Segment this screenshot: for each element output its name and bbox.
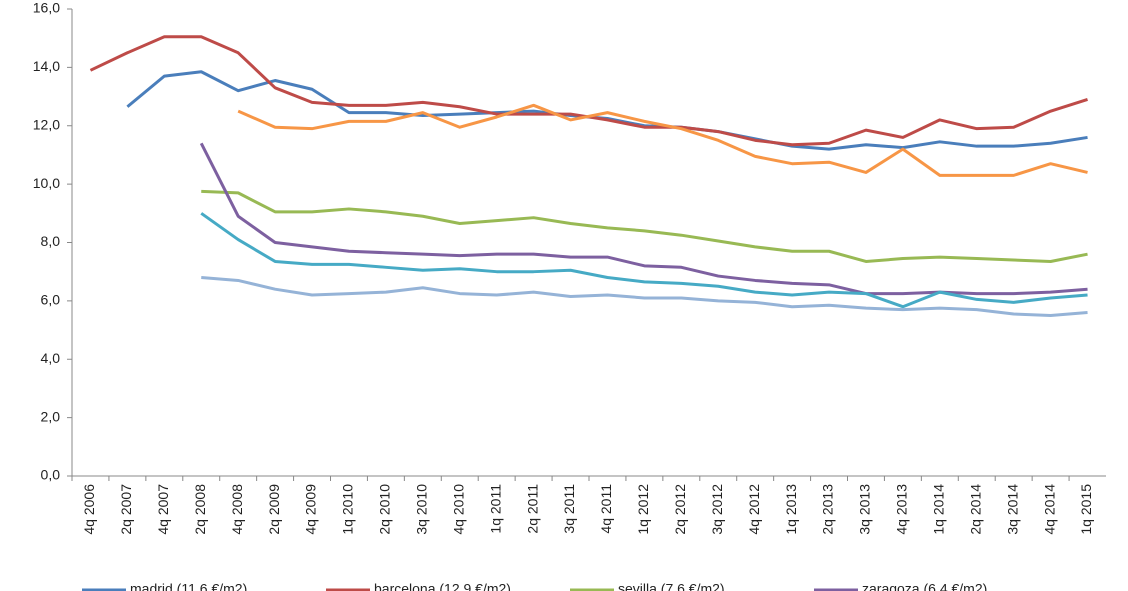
legend-label: zaragoza (6,4 €/m2): [862, 581, 987, 591]
x-tick-label: 4q 2012: [746, 484, 762, 535]
x-tick-label: 2q 2012: [672, 484, 688, 535]
x-tick-label: 1q 2015: [1078, 484, 1094, 535]
x-tick-label: 3q 2012: [709, 484, 725, 535]
x-tick-label: 4q 2008: [229, 484, 245, 535]
x-tick-label: 4q 2010: [450, 484, 466, 535]
x-tick-label: 1q 2013: [783, 484, 799, 535]
x-tick-label: 2q 2011: [524, 484, 540, 534]
x-tick-label: 4q 2011: [598, 484, 614, 534]
x-tick-label: 3q 2014: [1004, 484, 1020, 535]
x-tick-label: 2q 2008: [192, 484, 208, 535]
y-tick-label: 0,0: [41, 467, 61, 483]
y-tick-label: 2,0: [41, 408, 61, 424]
series-line: [199, 142, 1088, 296]
x-tick-label: 1q 2011: [487, 484, 503, 534]
x-tick-label: 4q 2007: [155, 484, 171, 535]
x-tick-label: 1q 2010: [340, 484, 356, 535]
x-tick-label: 2q 2013: [820, 484, 836, 535]
x-tick-label: 2q 2010: [377, 484, 393, 535]
x-tick-label: 3q 2010: [414, 484, 430, 535]
x-tick-label: 2q 2007: [118, 484, 134, 535]
x-tick-label: 3q 2011: [561, 484, 577, 534]
x-tick-label: 4q 2006: [81, 484, 97, 535]
x-tick-label: 2q 2009: [266, 484, 282, 535]
x-tick-label: 4q 2014: [1041, 484, 1057, 535]
legend-label: madrid (11,6 €/m2): [130, 581, 247, 591]
x-tick-label: 4q 2009: [303, 484, 319, 535]
y-tick-label: 14,0: [33, 58, 60, 74]
x-tick-label: 1q 2012: [635, 484, 651, 535]
series-line: [201, 189, 1088, 263]
series-line: [200, 212, 1088, 309]
legend-label: sevilla (7,6 €/m2): [618, 581, 725, 591]
y-tick-label: 10,0: [33, 175, 60, 191]
series-line: [201, 276, 1088, 317]
y-tick-label: 6,0: [41, 292, 61, 308]
y-tick-label: 16,0: [33, 0, 60, 16]
x-tick-label: 3q 2013: [857, 484, 873, 535]
legend-label: barcelona (12,9 €/m2): [374, 581, 511, 591]
x-tick-label: 2q 2014: [967, 484, 983, 535]
x-tick-label: 1q 2014: [931, 484, 947, 535]
y-tick-label: 12,0: [33, 116, 60, 132]
series-line: [237, 103, 1088, 177]
x-tick-label: 4q 2013: [894, 484, 910, 535]
y-tick-label: 8,0: [41, 233, 61, 249]
y-tick-label: 4,0: [41, 350, 61, 366]
